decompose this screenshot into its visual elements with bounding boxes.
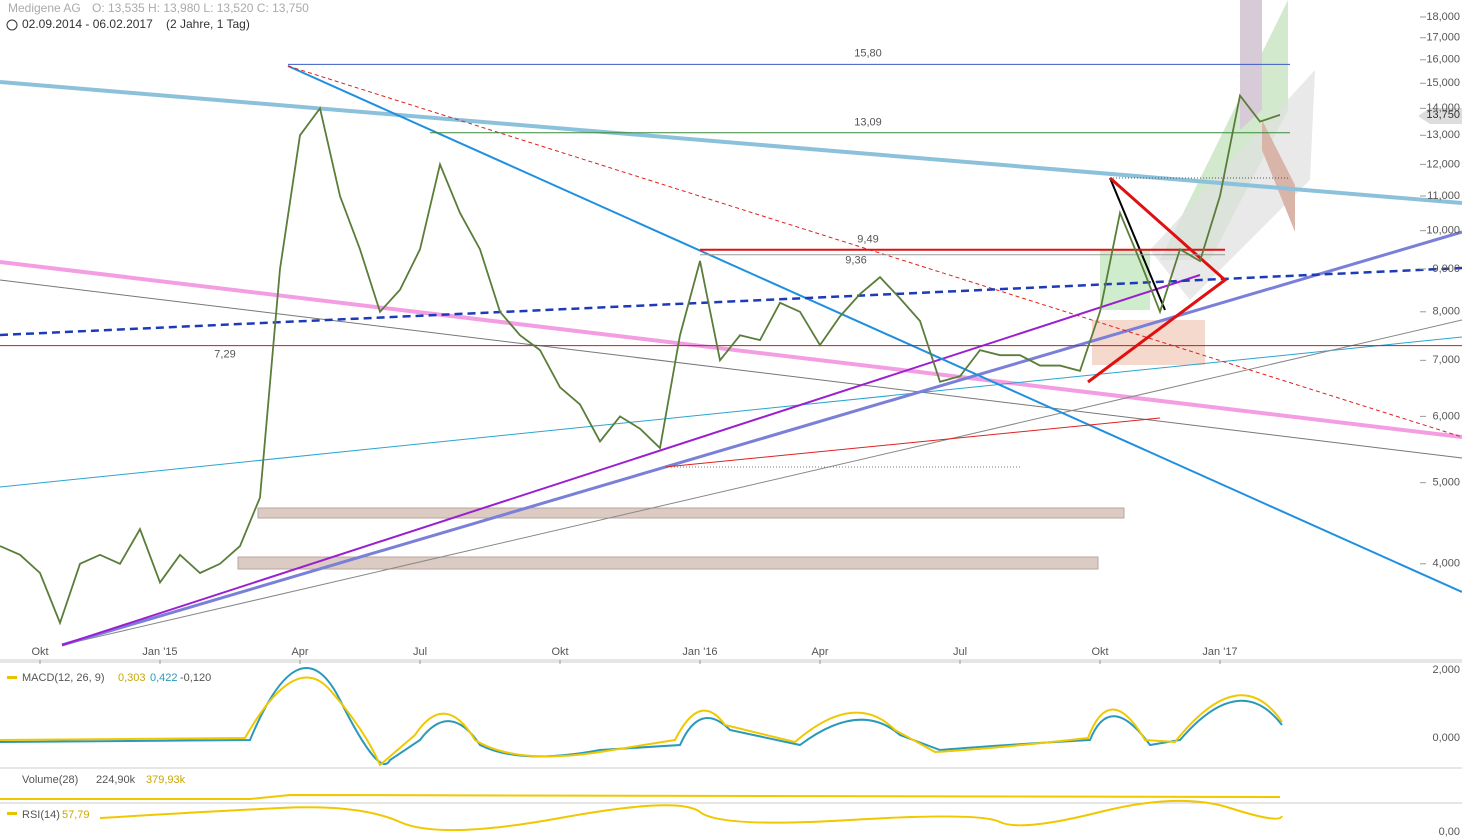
macd-v3: -0,120 (180, 672, 211, 684)
volume-v2: 379,93k (146, 774, 186, 786)
y-tick-label: 18,000 (1426, 11, 1460, 23)
axis-label: 0,000 (1432, 732, 1460, 744)
trendline (0, 260, 1462, 439)
y-tick-label: 16,000 (1426, 54, 1460, 66)
ohlc: O: 13,535 H: 13,980 L: 13,520 C: 13,750 (92, 1, 309, 15)
trendline (0, 80, 1462, 205)
trendline (287, 65, 1462, 593)
y-tick-label: 17,000 (1426, 32, 1460, 44)
legend-swatch (7, 676, 17, 679)
y-tick-label: 9,000 (1432, 263, 1460, 275)
y-tick-label: 15,000 (1426, 77, 1460, 89)
x-tick-label: Apr (291, 646, 308, 658)
x-tick-label: Okt (551, 646, 568, 658)
trendline (1109, 177, 1166, 311)
y-tick-label: 12,000 (1426, 158, 1460, 170)
trendline (287, 65, 1462, 438)
level-label: 15,80 (854, 47, 882, 59)
volume-average (0, 793, 1281, 800)
legend-swatch (7, 812, 17, 815)
trendline (664, 417, 1161, 468)
axis-label: 0,00 (1439, 826, 1460, 838)
clock-icon (6, 19, 18, 31)
y-tick-label: 7,000 (1432, 354, 1460, 366)
last-price-label: 13,750 (1426, 109, 1460, 121)
macd-name: MACD(12, 26, 9) (22, 672, 105, 684)
trendline (0, 266, 1462, 337)
x-tick-label: Okt (1091, 646, 1108, 658)
channel (1240, 0, 1262, 130)
trendline (61, 274, 1201, 646)
x-tick-label: Jan '17 (1202, 646, 1237, 658)
trendline (0, 279, 1462, 459)
zone (257, 507, 1125, 519)
y-tick-label: 8,000 (1432, 306, 1460, 318)
title: Medigene AG (8, 1, 81, 15)
macd-panel: MACD(12, 26, 9) 0,303 0,422 -0,120 2,000… (0, 661, 1462, 767)
x-tick-label: Jul (953, 646, 967, 658)
macd-v1: 0,303 (118, 672, 146, 684)
y-tick-label: 13,000 (1426, 129, 1460, 141)
rsi-panel: RSI(14) 57,79 0,00 (0, 799, 1462, 838)
level-label: 7,29 (214, 348, 235, 360)
level-label: 9,49 (857, 234, 878, 246)
macd-line (0, 676, 1283, 767)
price-tag (1418, 108, 1462, 124)
macd-v2: 0,422 (150, 672, 178, 684)
axis-label: 2,000 (1432, 664, 1460, 676)
price-line (0, 93, 1281, 626)
level-label: 9,36 (845, 255, 866, 267)
date-range: 02.09.2014 - 06.02.2017 (22, 17, 153, 31)
zone (237, 556, 1099, 570)
y-tick-label: 4,000 (1432, 558, 1460, 570)
zone (1100, 250, 1150, 310)
channel (1262, 120, 1295, 232)
x-tick-label: Jan '15 (142, 646, 177, 658)
volume-name: Volume(28) (22, 774, 78, 786)
rsi-line (99, 799, 1283, 832)
x-tick-label: Jan '16 (682, 646, 717, 658)
zone (1092, 320, 1205, 365)
rsi-name: RSI(14) (22, 809, 60, 821)
y-tick-label: 5,000 (1432, 477, 1460, 489)
drawings (0, 0, 1462, 647)
volume-v1: 224,90k (96, 774, 136, 786)
x-tick-label: Okt (31, 646, 48, 658)
volume-panel: Volume(28) 224,90k 379,93k (0, 767, 1462, 800)
level-label: 13,09 (854, 117, 882, 129)
y-tick-label: 14,000 (1426, 102, 1460, 114)
trendline (61, 230, 1462, 647)
trendline (61, 319, 1462, 646)
y-tick-label: 11,000 (1427, 190, 1460, 202)
y-tick-label: 6,000 (1432, 410, 1460, 422)
x-tick-label: Jul (413, 646, 427, 658)
y-tick-label: 10,000 (1426, 225, 1460, 237)
rsi-v1: 57,79 (62, 809, 90, 821)
header: Medigene AG O: 13,535 H: 13,980 L: 13,52… (6, 1, 309, 31)
trendline (0, 336, 1462, 488)
x-tick-label: Apr (811, 646, 828, 658)
signal-line (0, 667, 1283, 765)
triangle (1087, 176, 1228, 384)
period: (2 Jahre, 1 Tag) (166, 17, 250, 31)
